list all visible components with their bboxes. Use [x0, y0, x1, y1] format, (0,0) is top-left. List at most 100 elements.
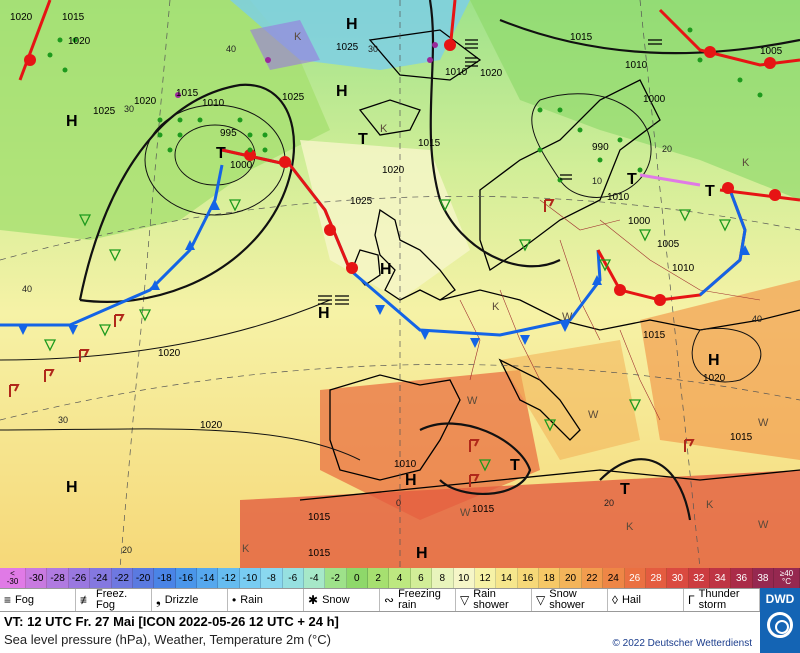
mild-zone-uk [300, 140, 470, 300]
colorbar-unit: °C [782, 577, 791, 586]
colorbar-cell: 12 [474, 568, 497, 588]
colorbar-cell: 18 [539, 568, 561, 588]
isotherm-label: 30 [368, 44, 378, 54]
legend-item: ≡ Fog [0, 589, 76, 611]
colorbar-low-symbol: < [10, 569, 15, 578]
isotherm-label: 20 [662, 144, 672, 154]
k-mark: K [294, 31, 302, 43]
colorbar-cell: -4 [303, 568, 326, 588]
colorbar-cell: -10 [239, 568, 262, 588]
colorbar-low-value: -30 [6, 577, 19, 586]
freezing-fog-icon: ≢ [80, 593, 92, 607]
legend-label: Fog [15, 593, 34, 606]
colorbar-cell: 14 [496, 568, 518, 588]
pressure-label: 1020 [703, 373, 726, 384]
pressure-label: 990 [592, 142, 609, 153]
freezing-rain-icon: ∾ [384, 593, 395, 607]
swirl-icon [767, 612, 793, 638]
legend-label: Rain shower [473, 588, 509, 611]
pressure-label: 1010 [445, 67, 468, 78]
pressure-label: 1015 [308, 512, 331, 523]
cold-front-east [699, 189, 747, 297]
graticule [0, 0, 800, 568]
pressure-label: 1015 [730, 432, 753, 443]
shower-triangles [43, 199, 732, 472]
colorbar-cell: 16 [517, 568, 539, 588]
pressure-label: 1015 [570, 32, 593, 43]
fog-symbols [318, 39, 662, 305]
isotherm-label: 40 [752, 314, 762, 324]
low-center: T [705, 183, 715, 200]
occluded-front [639, 173, 701, 187]
legend-item: ▽ Rain shower [456, 589, 532, 611]
pressure-label: 1010 [394, 459, 417, 470]
high-center: H [380, 261, 392, 278]
map-description: Sea level pressure (hPa), Weather, Tempe… [4, 632, 331, 647]
colorbar-cell: 34 [710, 568, 732, 588]
colorbar-cell: -30 [26, 568, 48, 588]
legend-label: Snow shower [549, 588, 585, 611]
isotherm-label: 30 [58, 415, 68, 425]
weather-map: 1015 1020 1025 1025 1010 1015 1020 1025 … [0, 0, 800, 568]
legend-label: Freez. Fog [96, 588, 128, 611]
colorbar-cell: -6 [282, 568, 304, 588]
cold-zone-greenland [230, 0, 470, 70]
w-mark: W [562, 311, 573, 323]
legend-item: ❟ Drizzle [152, 589, 228, 611]
colorbar-cell: 6 [410, 568, 433, 588]
colorbar-cell: -14 [197, 568, 219, 588]
map-footer: VT: 12 UTC Fr. 27 Mai [ICON 2022-05-26 1… [0, 612, 760, 653]
thunderstorm-icon: Γ [688, 593, 695, 607]
cold-front-west [0, 164, 224, 327]
isotherm-label: 20 [604, 498, 614, 508]
warm-front-central [221, 148, 352, 271]
colorbar-cell: 32 [688, 568, 710, 588]
low-center: T [627, 171, 637, 188]
rain-shower-icon: ▽ [460, 593, 470, 607]
w-mark: W [758, 417, 769, 429]
colorbar-cell: 10 [453, 568, 475, 588]
legend-label: Rain [240, 593, 263, 606]
dwd-logo: DWD [760, 588, 800, 653]
pressure-label: 1015 [418, 138, 441, 149]
pressure-label: 1015 [176, 88, 199, 99]
colorbar-cell: -26 [68, 568, 91, 588]
warm-front-northeast [719, 188, 800, 202]
colorbar-high-edge: ≥40 °C [774, 568, 800, 588]
colorbar-cell: 20 [560, 568, 582, 588]
isotherm-labels: 30 40 40 30 20 20 0 10 40 30 20 [22, 44, 762, 555]
colorbar-high-value: ≥40 [779, 569, 794, 578]
colorbar-cell: 24 [603, 568, 625, 588]
w-mark: W [467, 395, 478, 407]
warm-zone-east [640, 280, 800, 460]
colorbar-cell: -28 [47, 568, 69, 588]
legend-label: Hail [621, 593, 641, 606]
pressure-label: 1015 [62, 12, 85, 23]
warm-zone-iberia [320, 370, 540, 520]
w-mark: W [588, 409, 599, 421]
low-center: T [510, 457, 520, 474]
pressure-label: 1010 [202, 98, 225, 109]
legend-item: Γ Thunder storm [684, 589, 760, 611]
fog-icon: ≡ [4, 593, 12, 607]
weather-legend: ≡ Fog ≢ Freez. Fog ❟ Drizzle • Rain ✱ Snow ∾ Freezi… [0, 588, 760, 612]
pressure-label: 1015 [308, 548, 331, 559]
cool-zone-west [0, 0, 330, 240]
pressure-labels: 1015 1020 1025 1025 1010 1015 1020 1025 … [10, 12, 783, 559]
low-center: T [216, 145, 226, 162]
high-center: H [66, 113, 78, 130]
colorbar-cell: -22 [111, 568, 133, 588]
legend-item: ∾ Freezing rain [380, 589, 456, 611]
legend-label: Freezing rain [398, 588, 441, 611]
colorbar-cell: 8 [432, 568, 454, 588]
valid-time: VT: 12 UTC Fr. 27 Mai [ICON 2022-05-26 1… [4, 614, 339, 629]
isotherm-label: 20 [122, 545, 132, 555]
colorbar-cells: -30 -28 -26 -24 -22 -20 -18 -16 -14 -12 -10 -8 -6 -4-… [26, 568, 775, 588]
pressure-label: 1010 [607, 192, 630, 203]
isotherm-label: 40 [226, 44, 236, 54]
legend-label: Thunder storm [698, 588, 740, 611]
pressure-label: 1005 [657, 239, 680, 250]
high-center: H [66, 479, 78, 496]
legend-item: ◊ Hail [608, 589, 684, 611]
high-center: H [708, 352, 720, 369]
